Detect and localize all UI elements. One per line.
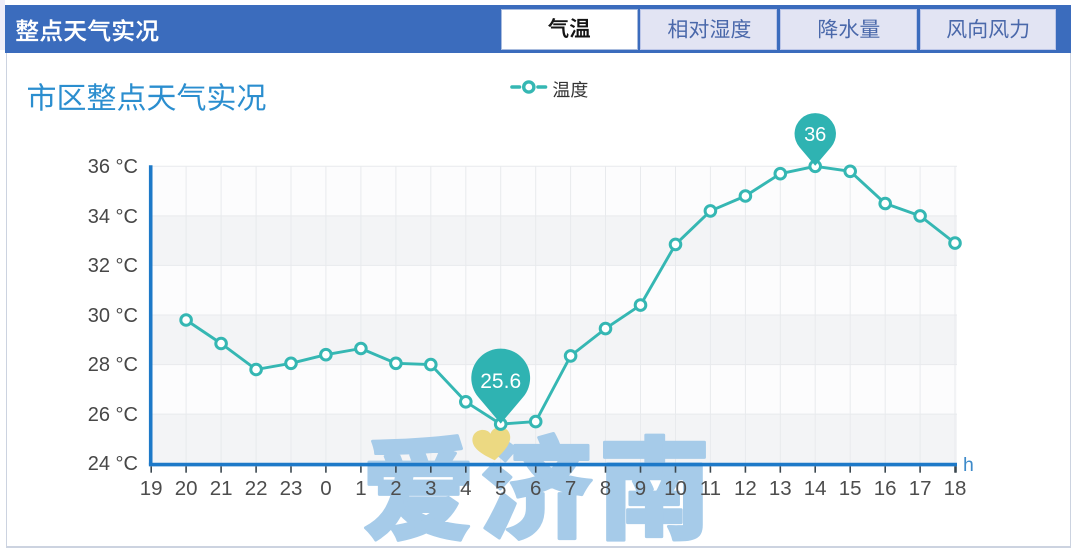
svg-text:36: 36 <box>804 124 826 146</box>
svg-text:25.6: 25.6 <box>480 370 521 393</box>
